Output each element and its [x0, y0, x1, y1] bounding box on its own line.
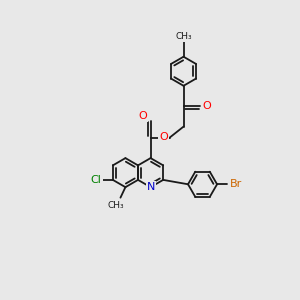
Text: CH₃: CH₃ [108, 201, 124, 210]
Text: CH₃: CH₃ [175, 32, 192, 41]
Text: O: O [138, 111, 147, 122]
Text: Br: Br [230, 179, 242, 189]
Text: O: O [202, 101, 211, 111]
Text: N: N [146, 182, 155, 192]
Text: O: O [159, 132, 168, 142]
Text: Cl: Cl [91, 175, 102, 185]
